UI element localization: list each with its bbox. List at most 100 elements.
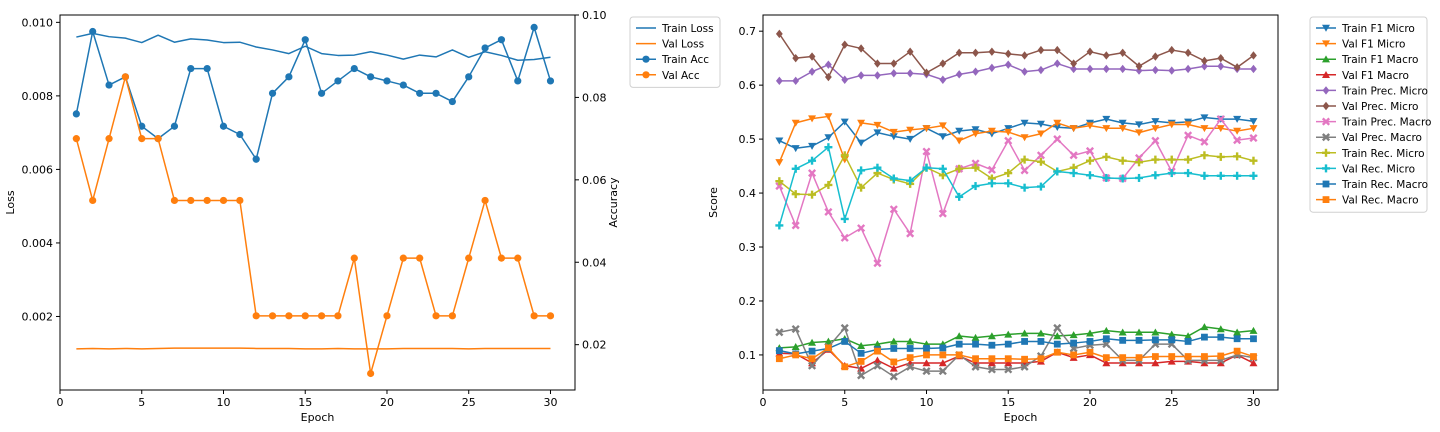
- train-acc-point: [301, 36, 309, 44]
- train-prec-macro-point: [906, 229, 915, 238]
- train-f1-micro-point: [971, 126, 980, 134]
- train-prec-macro-point-stroke: [938, 209, 947, 218]
- val-prec-micro-point: [1250, 51, 1257, 60]
- train-f1-macro-point: [824, 337, 833, 345]
- val-f1-macro-point: [1249, 359, 1258, 367]
- val-acc-point: [514, 254, 522, 262]
- train-acc-point: [465, 73, 473, 81]
- train-prec-macro-point-stroke: [1233, 136, 1242, 145]
- train-f1-micro-point: [1004, 125, 1013, 133]
- train-prec-macro-point-stroke: [1020, 166, 1029, 175]
- train-prec-macro-point-stroke: [1249, 133, 1258, 143]
- val-prec-micro-point: [1037, 45, 1045, 55]
- val-rec-micro-point: [971, 182, 980, 191]
- val-prec-micro-point: [1070, 59, 1078, 68]
- train-prec-macro-point: [922, 147, 931, 156]
- train-prec-micro-point: [1135, 66, 1143, 75]
- val-acc-point: [72, 135, 80, 143]
- train-prec-macro-point: [1053, 135, 1062, 144]
- train-prec-macro-point: [775, 181, 784, 191]
- val-rec-macro-point: [955, 351, 963, 359]
- val-prec-micro-point: [1151, 52, 1159, 61]
- y-tick-label: 0.3: [739, 241, 757, 254]
- train-rec-macro-point: [808, 347, 816, 355]
- val-rec-micro-point: [1135, 173, 1144, 182]
- train-prec-macro-point: [1200, 137, 1209, 146]
- y-tick-label: 0.4: [739, 187, 757, 200]
- train-prec-micro-point: [1053, 59, 1061, 68]
- val-rec-micro-point: [1085, 171, 1094, 180]
- val-prec-micro-point: [1102, 51, 1110, 60]
- val-prec-micro-point: [923, 68, 930, 77]
- train-acc-point: [268, 89, 277, 97]
- val-rec-micro-point: [775, 221, 784, 230]
- train-rec-macro-line: [779, 336, 1254, 355]
- val-rec-micro-point: [1036, 182, 1045, 191]
- legend: Train F1 Micro Val F1 Micro Train F1 Macro…: [1309, 16, 1431, 213]
- train-acc-point: [546, 77, 555, 85]
- train-prec-micro-point: [1201, 62, 1208, 71]
- val-rec-macro-point: [1086, 348, 1094, 356]
- val-prec-macro-point: [857, 371, 866, 380]
- val-f1-macro-point: [1200, 359, 1209, 367]
- legend-marker-val-prec-macro-stroke: [1321, 133, 1331, 142]
- val-acc-point: [399, 254, 407, 262]
- val-prec-macro-point-stroke: [889, 372, 898, 381]
- train-rec-macro-point: [890, 345, 898, 352]
- y2-tick-label: 0.02: [582, 339, 607, 352]
- train-f1-macro-point: [791, 343, 800, 351]
- train-rec-macro-point: [841, 338, 849, 345]
- train-prec-micro-point: [1151, 65, 1159, 75]
- train-rec-micro-point: [1085, 156, 1094, 165]
- train-f1-macro-point: [1069, 331, 1078, 339]
- train-acc-point: [285, 73, 293, 81]
- train-acc-point: [448, 97, 456, 106]
- val-rec-macro-point: [890, 358, 898, 366]
- y-tick-label: 0.008: [22, 90, 54, 103]
- train-prec-macro-point-stroke: [906, 229, 915, 238]
- train-rec-micro-point: [1184, 155, 1193, 164]
- val-f1-macro-point: [1151, 359, 1160, 367]
- train-prec-macro-point-stroke: [922, 147, 931, 156]
- val-rec-macro-point: [1070, 351, 1078, 359]
- val-acc-point: [268, 312, 277, 320]
- train-prec-macro-point-stroke: [1200, 137, 1209, 146]
- train-prec-macro-point-stroke: [1053, 135, 1062, 144]
- val-rec-macro-point: [775, 355, 783, 363]
- train-rec-micro-point: [955, 164, 964, 173]
- val-prec-macro-point-stroke: [1004, 365, 1013, 374]
- train-acc-point: [170, 122, 179, 130]
- val-prec-macro-point: [889, 372, 898, 381]
- y-axis-label: Loss: [4, 190, 17, 214]
- train-prec-macro-point: [1004, 136, 1013, 145]
- val-f1-micro-point: [808, 115, 817, 123]
- plot-frame: [59, 14, 576, 391]
- y-tick-label: 0.002: [22, 310, 54, 323]
- legend-marker-train-prec-micro: [1322, 86, 1330, 95]
- val-rec-macro-point: [857, 358, 865, 365]
- val-f1-micro-point: [1004, 128, 1013, 136]
- legend-label-train-prec-macro: Train Prec. Macro: [1341, 117, 1431, 129]
- legend-marker-val-f1-macro: [1322, 71, 1330, 78]
- x-tick-label: 20: [380, 396, 394, 409]
- legend-marker-train-prec-macro-stroke: [1321, 117, 1331, 126]
- y2-tick-label: 0.08: [582, 91, 607, 104]
- val-prec-macro-point: [873, 361, 882, 370]
- val-prec-macro-point-stroke: [775, 328, 784, 337]
- train-acc-point: [514, 77, 522, 85]
- train-f1-micro-point: [1036, 120, 1045, 128]
- train-rec-micro-point: [1004, 169, 1013, 178]
- val-f1-micro-point: [922, 125, 931, 133]
- train-f1-micro-point: [824, 134, 833, 142]
- val-f1-micro-point: [1184, 121, 1193, 129]
- val-acc-point: [448, 312, 456, 320]
- train-prec-macro-point-stroke: [873, 259, 882, 268]
- val-f1-micro-point: [857, 119, 866, 127]
- train-f1-macro-point: [1184, 332, 1193, 340]
- train-f1-micro-point: [1135, 121, 1144, 129]
- x-tick-label: 0: [57, 396, 64, 409]
- x-tick-label: 25: [462, 396, 476, 409]
- train-prec-micro-point: [972, 67, 979, 76]
- train-prec-macro-point: [840, 233, 849, 242]
- val-prec-macro-point-stroke: [857, 371, 866, 380]
